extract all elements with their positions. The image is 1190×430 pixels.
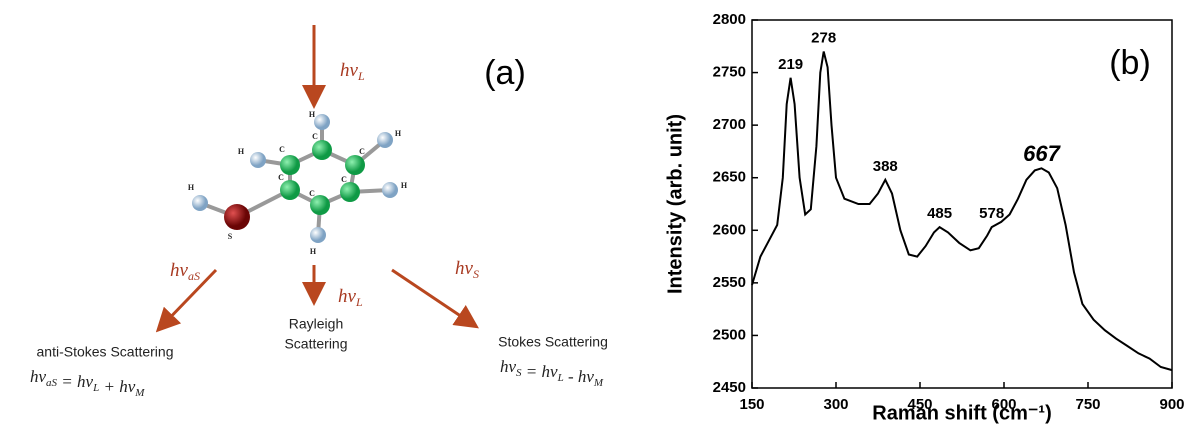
eq-subscript: S <box>516 367 522 379</box>
x-tick-label: 750 <box>1075 396 1100 413</box>
rayleigh-label: Rayleigh <box>289 316 343 332</box>
atom-label: S <box>228 232 233 241</box>
y-tick-label: 2600 <box>713 221 746 238</box>
x-tick-label: 150 <box>739 396 764 413</box>
eq-subscript: M <box>593 377 604 389</box>
eq-operator: = <box>522 362 542 381</box>
eq-symbol: hν <box>77 372 94 391</box>
eq-subscript: L <box>92 382 99 394</box>
chart: (b) 150 300 450 600 750 900 2450 2500 2550 2600 265… <box>664 11 1184 424</box>
y-tick-label: 2650 <box>713 169 746 186</box>
arrows <box>155 25 479 333</box>
stokes-arrow <box>391 268 479 329</box>
atom-labels: C C C C C C H H H H H H S <box>188 110 408 256</box>
eq-subscript: aS <box>46 377 58 389</box>
atom-label: H <box>309 110 316 119</box>
photon-symbol: hν <box>170 260 189 281</box>
photon-subscript: L <box>357 69 365 83</box>
x-tick-label: 900 <box>1159 396 1184 413</box>
eq-symbol: hν <box>500 357 517 376</box>
y-tick-label: 2800 <box>713 11 746 28</box>
x-tick-label: 300 <box>823 396 848 413</box>
eq-subscript: M <box>134 387 145 399</box>
photon-label: hνS <box>455 258 479 280</box>
eq-operator: + <box>99 377 119 396</box>
atom-label: H <box>188 183 195 192</box>
photon-label: hνL <box>338 286 363 308</box>
photon-label: hνL <box>340 60 365 82</box>
eq-symbol: hν <box>119 377 136 396</box>
atom-label: H <box>238 147 245 156</box>
atom-label: H <box>310 247 317 256</box>
panel-label: (a) <box>484 54 526 92</box>
stokes-label: Stokes Scattering <box>498 334 608 350</box>
rayleigh-label: Scattering <box>284 336 347 352</box>
atom-label: C <box>341 175 347 184</box>
atoms <box>192 114 398 243</box>
annotations: 219 278 388 485 578 667 <box>778 30 1062 223</box>
photon-subscript: L <box>355 295 363 309</box>
stokes-equation: hνS = hνL - hνM <box>500 357 604 389</box>
y-tick-label: 2550 <box>713 274 746 291</box>
anti-stokes-label: anti-Stokes Scattering <box>37 344 174 360</box>
anti-stokes-arrow <box>155 268 218 333</box>
plot-frame <box>751 19 1173 389</box>
atom-label: C <box>279 145 285 154</box>
photon-symbol: hν <box>340 60 359 81</box>
peak-label: 485 <box>927 205 952 222</box>
atom-label: C <box>278 173 284 182</box>
atom-label: C <box>359 147 365 156</box>
eq-operator: - <box>564 367 578 386</box>
spectrum-line <box>751 51 1173 372</box>
y-axis-label: Intensity (arb. unit) <box>664 114 686 294</box>
eq-operator: = <box>57 372 77 391</box>
x-tick-label: 450 <box>907 396 932 413</box>
peak-label: 278 <box>811 30 836 47</box>
photon-symbol: hν <box>338 286 357 307</box>
eq-symbol: hν <box>542 362 559 381</box>
y-tick-label: 2700 <box>713 116 746 133</box>
x-tick-label: 600 <box>991 396 1016 413</box>
peak-label: 578 <box>979 205 1004 222</box>
atom-label: C <box>312 132 318 141</box>
x-axis-label: Raman shift (cm⁻¹) <box>872 402 1051 424</box>
atom-label: H <box>395 129 402 138</box>
atom-label: H <box>401 181 408 190</box>
panel-label: (b) <box>1109 44 1151 82</box>
peak-label: 388 <box>873 158 898 175</box>
photon-label: hνaS <box>170 260 200 282</box>
eq-symbol: hν <box>578 367 595 386</box>
eq-subscript: L <box>557 372 564 384</box>
photon-subscript: aS <box>188 269 200 283</box>
photon-symbol: hν <box>455 258 474 279</box>
peak-label: 219 <box>778 56 803 73</box>
y-tick-label: 2750 <box>713 64 746 81</box>
photon-subscript: S <box>473 267 479 281</box>
peak-label: 667 <box>1023 141 1061 166</box>
anti-stokes-equation: hνaS = hνL + hνM <box>30 367 145 399</box>
atom-label: C <box>309 189 315 198</box>
y-tick-label: 2450 <box>713 379 746 396</box>
eq-symbol: hν <box>30 367 47 386</box>
y-tick-label: 2500 <box>713 326 746 343</box>
